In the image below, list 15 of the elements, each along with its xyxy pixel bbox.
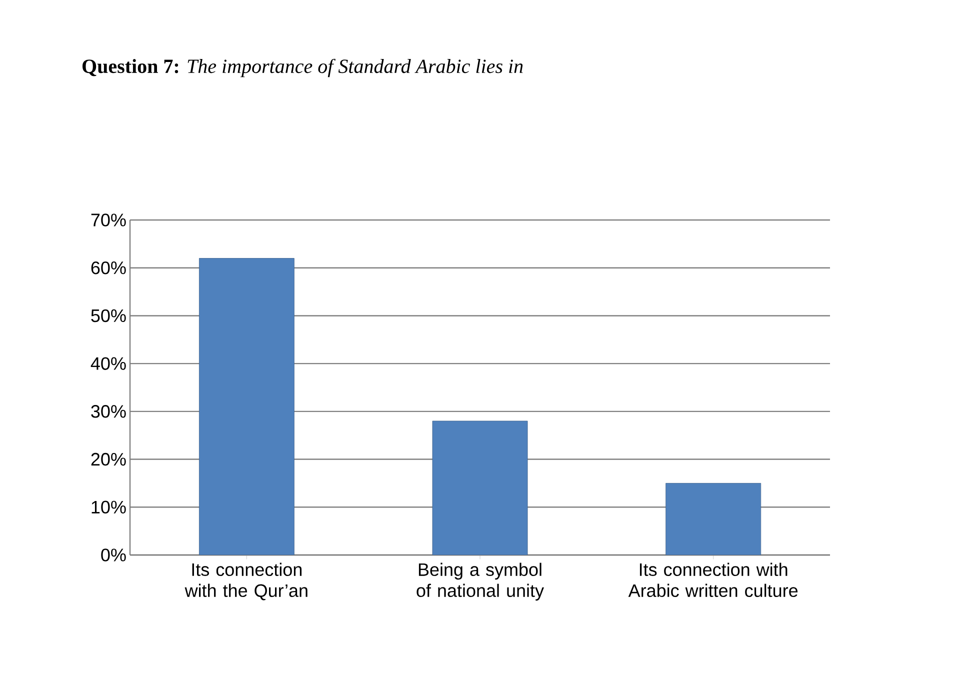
x-tick-label: Its connection with Arabic written culture bbox=[628, 562, 798, 598]
bar bbox=[432, 420, 528, 555]
y-tick-label: 70% bbox=[91, 214, 126, 226]
y-tick-label: 0% bbox=[101, 548, 126, 562]
chart-title: Question 7: The importance of Standard Arabic lies in bbox=[82, 58, 523, 78]
y-tick-label: 30% bbox=[91, 405, 126, 418]
x-tick-label: Being a symbol of national unity bbox=[416, 562, 544, 601]
y-tick-label: 40% bbox=[90, 357, 126, 370]
y-tick-label: 10% bbox=[92, 500, 126, 514]
x-tick-label: Its connection with the Qur’an bbox=[184, 562, 308, 600]
bar bbox=[666, 483, 762, 555]
bar bbox=[198, 258, 294, 555]
y-tick-label: 20% bbox=[91, 452, 126, 466]
y-tick-label: 50% bbox=[91, 309, 126, 322]
y-tick-label: 60% bbox=[91, 261, 126, 274]
